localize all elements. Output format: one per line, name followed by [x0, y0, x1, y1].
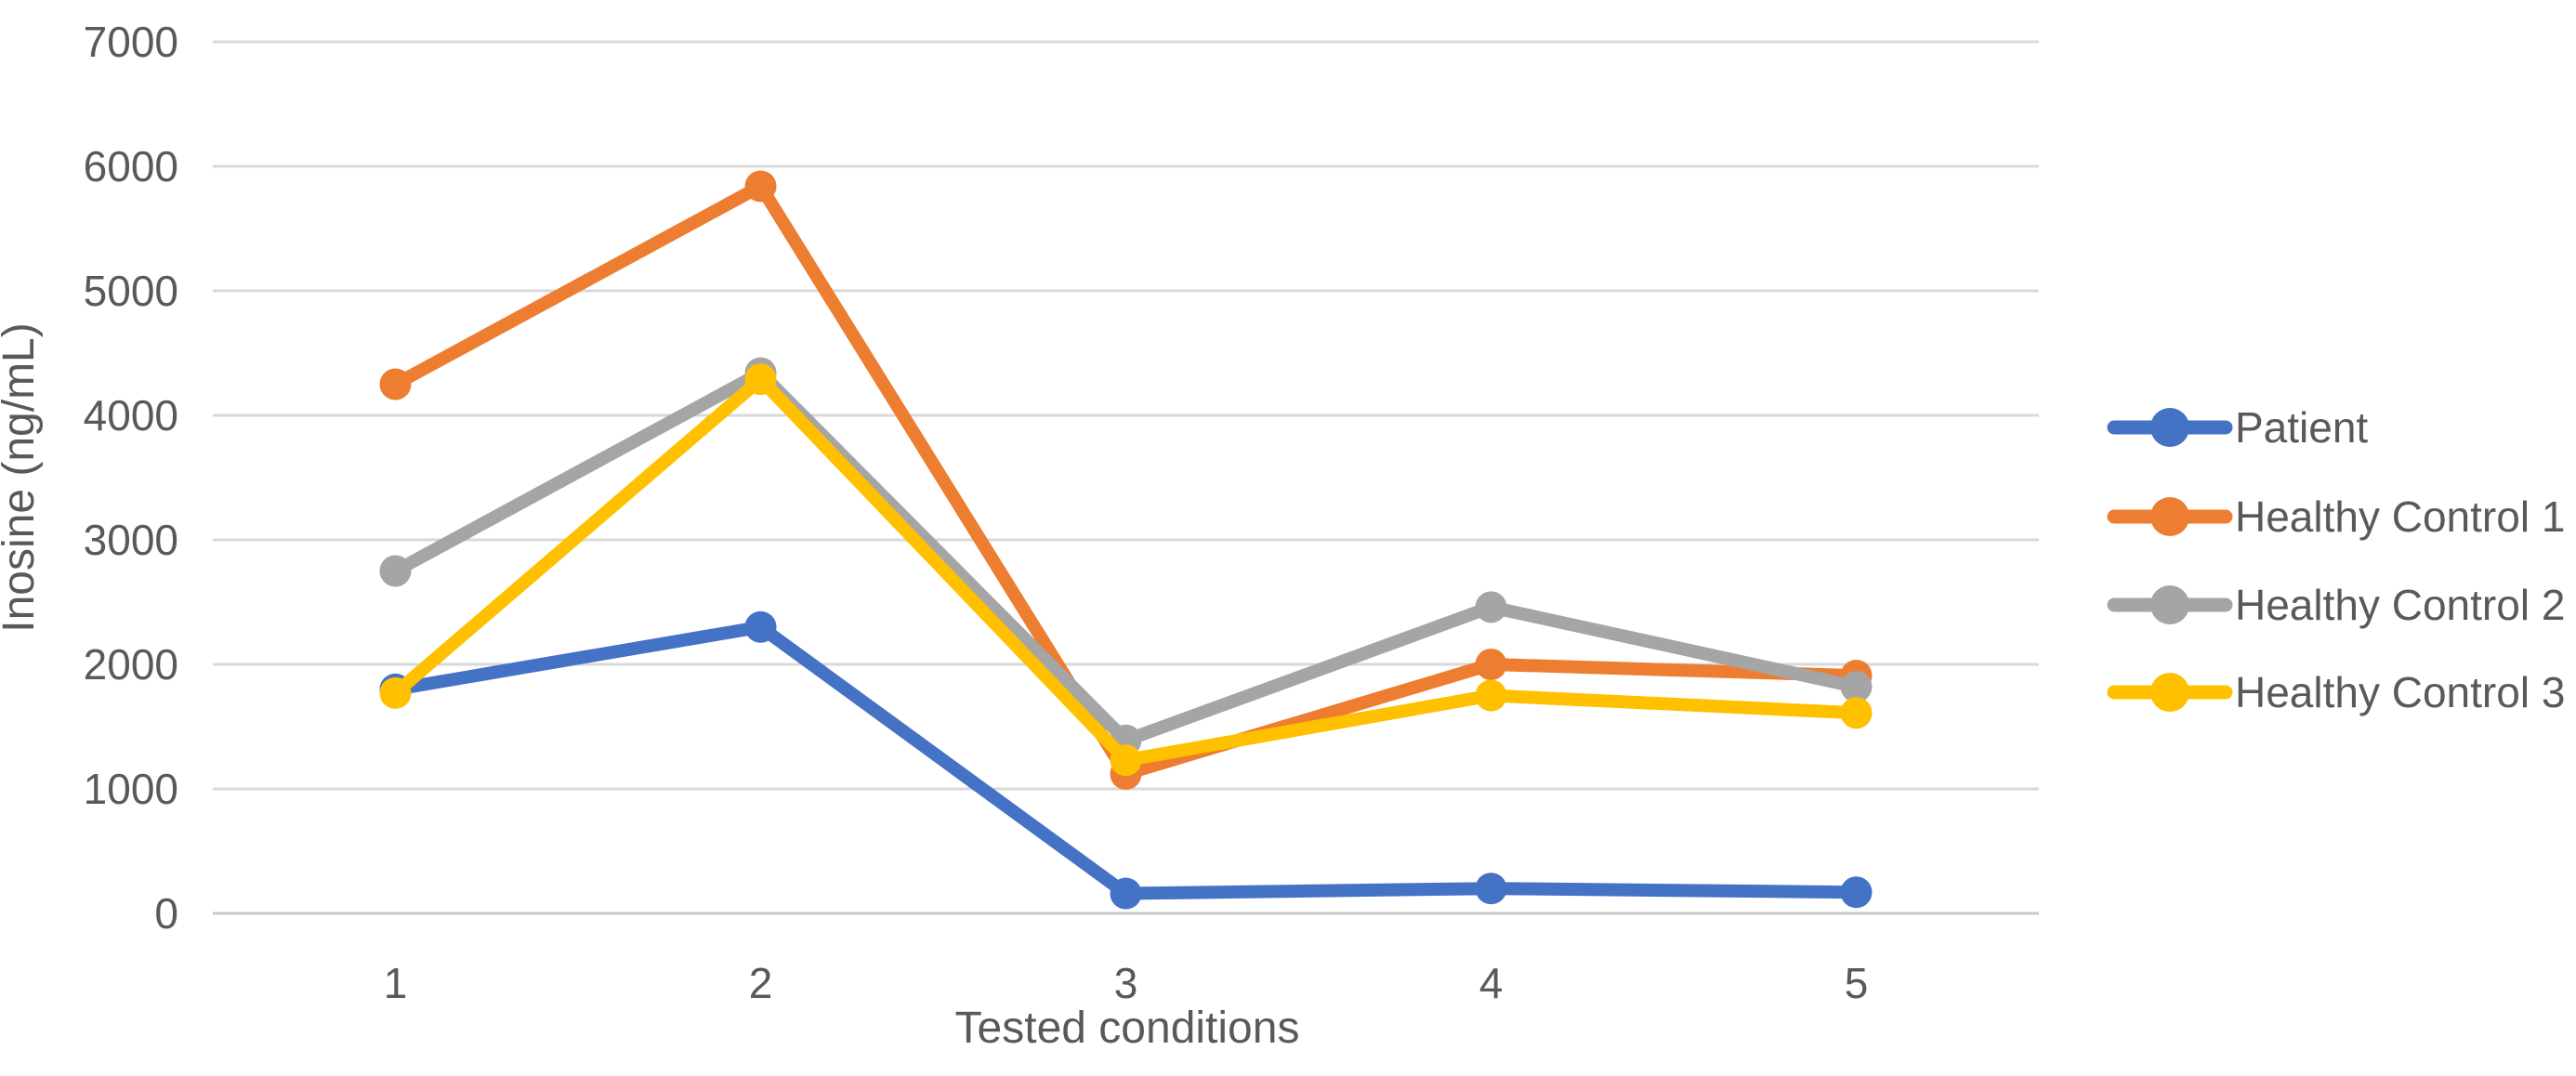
x-tick-label: 4 [1479, 959, 1504, 1007]
series-line-healthy-control-1 [388, 179, 1863, 781]
data-point-healthy-control-3-3 [1110, 744, 1142, 777]
data-point-patient-4 [1475, 873, 1507, 905]
x-tick-labels: 1 2 3 4 5 [384, 959, 1869, 1007]
series-line-healthy-control-2 [388, 366, 1863, 747]
legend-item-healthy-control-3: Healthy Control 3 [2107, 668, 2565, 716]
series-layer [379, 170, 1873, 910]
legend-item-healthy-control-1: Healthy Control 1 [2107, 492, 2565, 541]
data-point-healthy-control-3-4 [1475, 679, 1507, 712]
data-point-healthy-control-3-5 [1840, 697, 1873, 729]
data-point-healthy-control-3-2 [744, 363, 777, 396]
x-tick-label: 1 [384, 959, 408, 1007]
legend-marker-dot-patient [2150, 408, 2189, 447]
legend-marker-dot-healthy-control-1 [2150, 497, 2189, 536]
data-point-healthy-control-1-1 [379, 368, 412, 400]
data-point-healthy-control-2-4 [1475, 591, 1507, 623]
y-axis-title: Inosine (ng/mL) [0, 322, 44, 633]
x-tick-label: 2 [749, 959, 773, 1007]
x-tick-label: 3 [1114, 959, 1138, 1007]
legend-label-patient: Patient [2235, 403, 2368, 452]
data-point-healthy-control-2-1 [379, 555, 412, 587]
y-tick-labels: 0 1000 2000 3000 4000 5000 6000 7000 [84, 18, 178, 938]
legend-label-healthy-control-2: Healthy Control 2 [2235, 581, 2565, 629]
data-point-patient-3 [1110, 877, 1142, 910]
x-axis-title: Tested conditions [955, 1004, 1300, 1053]
y-tick-label: 1000 [84, 765, 178, 813]
legend-item-patient: Patient [2107, 403, 2368, 452]
x-tick-label: 5 [1845, 959, 1869, 1007]
legend-label-healthy-control-1: Healthy Control 1 [2235, 492, 2565, 541]
y-tick-label: 6000 [84, 142, 178, 190]
legend-marker-dot-healthy-control-2 [2150, 585, 2189, 624]
y-tick-label: 0 [154, 889, 178, 938]
y-tick-label: 5000 [84, 267, 178, 315]
data-point-patient-2 [744, 610, 777, 643]
legend: Patient Healthy Control 1 Healthy Control … [2107, 403, 2565, 716]
data-point-healthy-control-1-4 [1475, 649, 1507, 680]
legend-label-healthy-control-3: Healthy Control 3 [2235, 668, 2565, 716]
legend-marker-dot-healthy-control-3 [2150, 673, 2189, 712]
series-line-healthy-control-3 [388, 373, 1863, 768]
data-point-patient-5 [1840, 876, 1873, 909]
y-tick-label: 2000 [84, 640, 178, 689]
data-point-healthy-control-1-2 [744, 170, 777, 203]
data-point-healthy-control-3-1 [379, 676, 412, 709]
y-tick-label: 3000 [84, 516, 178, 564]
data-point-healthy-control-2-5 [1840, 671, 1873, 703]
y-tick-label: 4000 [84, 391, 178, 440]
y-tick-label: 7000 [84, 18, 178, 66]
legend-item-healthy-control-2: Healthy Control 2 [2107, 581, 2565, 629]
